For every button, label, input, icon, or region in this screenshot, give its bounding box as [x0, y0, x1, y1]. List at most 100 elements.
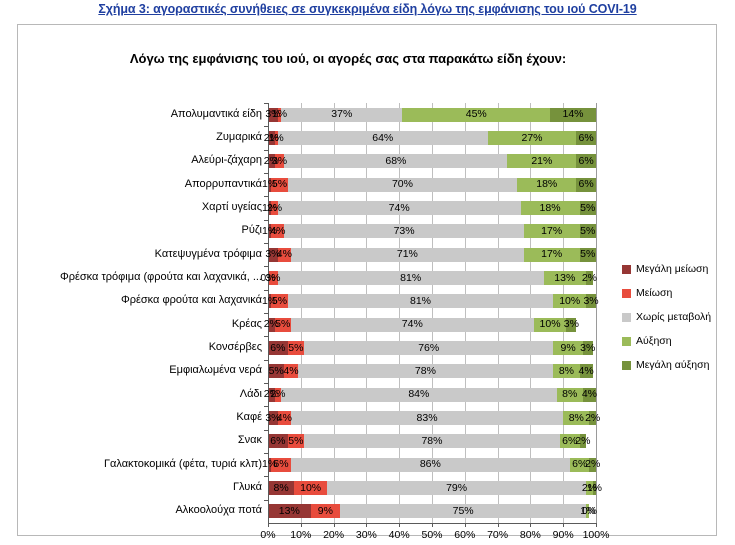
bar-value-label: 14%	[562, 108, 584, 121]
stacked-bar: 2% 1% 64% 27% 6%	[264, 131, 596, 145]
bar-segment: 27%	[487, 131, 577, 145]
bar-rows: Απολυμαντικά είδη 3% 1% 37% 45% 14% Ζυμαρικά 2%…	[60, 103, 602, 523]
bar-value-label: 3%	[271, 155, 288, 168]
bar-value-label: 2%	[263, 155, 279, 168]
x-axis-tick	[268, 523, 269, 527]
category-label: Απορρυπαντικά	[184, 177, 262, 190]
bar-segment: 3%	[580, 341, 595, 355]
bar-segment: 8%	[553, 364, 580, 379]
category-label: Ρύζι	[241, 224, 262, 237]
bar-value-label: 1%	[262, 458, 278, 471]
bar-value-label: 64%	[372, 131, 394, 144]
y-axis-tick	[264, 429, 268, 431]
stacked-bar: 2% 5% 74% 10% 3%	[264, 317, 596, 332]
stacked-bar: 6% 5% 78% 6% 2%	[268, 434, 596, 449]
x-axis-label: 100%	[582, 529, 610, 541]
gridline	[464, 103, 466, 523]
stacked-bar: 8% 10% 79% 2% 1%	[268, 481, 602, 495]
bar-value-label: 5%	[271, 295, 288, 308]
bar-segment: 70%	[287, 177, 518, 192]
bar-segment: 1%	[272, 107, 287, 122]
table-row: Κονσέρβες 6% 5% 76% 9% 3%	[209, 341, 596, 355]
bar-value-label: 79%	[446, 481, 468, 494]
bar-segment: 5%	[268, 364, 285, 379]
bar-segment: 1%	[580, 504, 595, 519]
bar-segment: 1%	[262, 201, 277, 215]
legend-item[interactable]: Μεγάλη μείωση	[622, 257, 727, 281]
x-axis-tick	[530, 523, 532, 527]
stacked-bar: 1% 6% 86% 6% 2%	[262, 457, 600, 472]
gridline	[530, 103, 532, 523]
bar-segment: 6%	[559, 434, 580, 449]
legend-swatch-icon	[622, 312, 631, 322]
bar-segment: 2%	[582, 481, 597, 495]
table-row: Ρύζι 1% 4% 73% 17% 5%	[242, 224, 596, 239]
stacked-bar: 0% 3% 81% 13% 2%	[260, 271, 597, 285]
bar-segment: 6%	[268, 341, 288, 355]
x-axis-tick	[432, 523, 433, 527]
category-label: Σνακ	[237, 434, 262, 447]
y-axis-tick	[264, 476, 268, 478]
table-row: Απορρυπαντικά 1% 5% 70% 18% 6%	[185, 177, 596, 192]
x-axis-tick	[596, 523, 597, 527]
table-row: Φρέσκα τρόφιμα (φρούτα και λαχανικά, ...…	[60, 271, 597, 285]
bar-value-label: 21%	[531, 155, 553, 168]
legend-item[interactable]: Χωρίς μεταβολή	[622, 305, 727, 329]
bar-value-label: 4%	[276, 248, 292, 261]
legend-label: Μείωση	[636, 287, 673, 299]
bar-segment: 6%	[576, 177, 596, 192]
bar-value-label: 5%	[268, 365, 284, 378]
bar-segment: 1%	[262, 177, 277, 192]
bar-segment: 14%	[550, 107, 596, 122]
bar-value-label: 6%	[578, 131, 594, 144]
bar-value-label: 4%	[581, 388, 597, 401]
table-row: Σνακ 6% 5% 78% 6% 2%	[238, 434, 596, 449]
bar-segment: 74%	[290, 317, 534, 332]
table-row: Ζυμαρικά 2% 1% 64% 27% 6%	[216, 131, 596, 145]
bar-segment: 3%	[564, 317, 579, 332]
bar-value-label: 5%	[288, 341, 304, 354]
category-label: Λάδι	[239, 387, 262, 400]
x-axis-label: 10%	[290, 529, 312, 541]
bar-segment: 18%	[520, 201, 580, 215]
bar-segment: 5%	[287, 434, 305, 449]
bar-value-label: 84%	[408, 388, 430, 401]
bar-segment: 84%	[281, 387, 557, 402]
bar-segment: 71%	[290, 247, 524, 262]
bar-value-label: 5%	[580, 225, 596, 238]
legend-swatch-icon	[622, 264, 631, 274]
bar-segment: 9%	[553, 341, 583, 355]
legend-item[interactable]: Μεγάλη αύξηση	[622, 353, 727, 377]
bar-value-label: 76%	[418, 341, 440, 354]
bar-value-label: 2%	[585, 458, 601, 471]
bar-segment: 2%	[582, 271, 597, 285]
chart-frame: Λόγω της εμφάνισης του ιού, οι αγορές σα…	[17, 24, 717, 541]
stacked-bar: 3% 1% 37% 45% 14%	[265, 107, 596, 122]
legend-swatch-icon	[622, 360, 631, 370]
category-label: Κονσέρβες	[208, 341, 262, 353]
table-row: Απολυμαντικά είδη 3% 1% 37% 45% 14%	[171, 107, 596, 122]
x-axis-tick	[300, 523, 302, 527]
bar-value-label: 8%	[558, 365, 575, 378]
bar-segment: 79%	[327, 481, 587, 495]
x-axis-tick	[464, 523, 466, 527]
bar-segment: 1%	[262, 457, 277, 472]
y-axis-tick	[264, 103, 268, 104]
bar-segment: 83%	[290, 411, 564, 425]
bar-segment: 3%	[265, 107, 281, 122]
figure-caption: Σχήμα 3: αγοραστικές συνήθειες σε συγκεκ…	[98, 2, 637, 16]
bar-value-label: 71%	[396, 248, 418, 261]
y-axis-tick	[264, 173, 268, 174]
bar-segment: 3%	[265, 247, 281, 262]
bar-value-label: 6%	[273, 458, 289, 471]
bar-segment: 1%	[262, 224, 277, 239]
legend-item[interactable]: Αύξηση	[622, 329, 727, 353]
bar-value-label: 78%	[421, 435, 443, 448]
bar-value-label: 2%	[581, 481, 598, 494]
y-axis-tick	[264, 406, 268, 408]
legend-item[interactable]: Μείωση	[622, 281, 727, 305]
bar-value-label: 0%	[581, 505, 597, 518]
bar-value-label: 2%	[575, 435, 591, 448]
table-row: Κρέας 2% 5% 74% 10% 3%	[232, 317, 596, 332]
